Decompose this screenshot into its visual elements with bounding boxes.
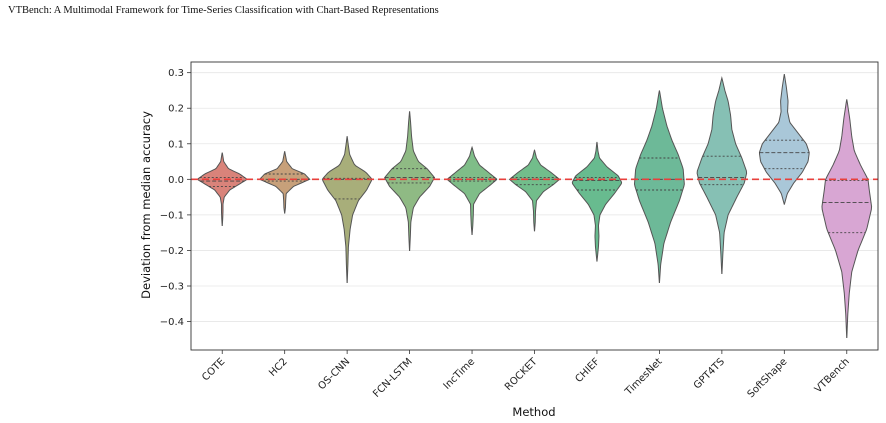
violin-body — [758, 73, 810, 205]
violin-hc2 — [258, 151, 311, 214]
x-tick-label: TimesNet — [623, 356, 665, 398]
violin-body — [322, 136, 373, 283]
y-tick-label: 0.1 — [168, 139, 184, 150]
y-tick-label: 0.0 — [168, 175, 184, 186]
x-tick-label: FCN-LSTM — [371, 356, 414, 399]
violin-chief — [571, 141, 623, 262]
y-tick-label: 0.3 — [168, 68, 184, 79]
violin-body — [384, 111, 436, 251]
y-tick-label: −0.3 — [160, 282, 184, 293]
violin-fcn-lstm — [384, 111, 436, 251]
y-tick-label: −0.4 — [160, 317, 184, 328]
violin-body — [633, 90, 685, 283]
x-tick-label: GPT4TS — [692, 356, 727, 391]
y-tick-label: −0.1 — [160, 210, 184, 221]
x-tick-label: COTE — [200, 356, 227, 383]
violin-body — [508, 149, 561, 232]
violin-body — [696, 76, 748, 275]
x-tick-label: HC2 — [267, 356, 290, 379]
y-tick-label: −0.2 — [160, 246, 184, 257]
x-tick-label: SoftShape — [746, 356, 790, 400]
x-tick-label: IncTime — [442, 356, 478, 392]
violin-gpt4ts — [696, 76, 748, 275]
y-axis-label: Deviation from median accuracy — [139, 111, 153, 299]
x-axis-ticks: COTE HC2 OS-CNN FCN-LSTM IncTime ROCKET CHIEF T… — [200, 350, 852, 400]
x-tick-label: OS-CNN — [316, 356, 352, 392]
violin-softshape — [758, 73, 810, 205]
violin-cote — [196, 152, 248, 227]
plot-area — [190, 61, 879, 351]
violin-timesnet — [633, 90, 685, 283]
violin-os-cnn — [322, 136, 373, 283]
violin-rocket — [508, 149, 561, 232]
violin-vtbench — [821, 99, 873, 339]
paper-header: VTBench: A Multimodal Framework for Time… — [8, 5, 439, 16]
y-tick-label: 0.2 — [168, 104, 184, 115]
violin-body — [258, 151, 311, 214]
x-tick-label: VTBench — [813, 356, 852, 395]
violin-body — [447, 145, 498, 235]
violin-body — [821, 99, 873, 339]
violins — [196, 73, 873, 339]
x-axis-label: Method — [512, 405, 555, 419]
y-axis-ticks: 0.3 0.2 0.1 0.0 −0.1 −0.2 −0.3 −0.4 — [160, 68, 191, 328]
x-tick-label: CHIEF — [573, 356, 602, 385]
x-tick-label: ROCKET — [503, 356, 540, 393]
violin-body — [196, 152, 248, 227]
violin-inctime — [447, 145, 498, 235]
violin-body — [571, 141, 623, 262]
